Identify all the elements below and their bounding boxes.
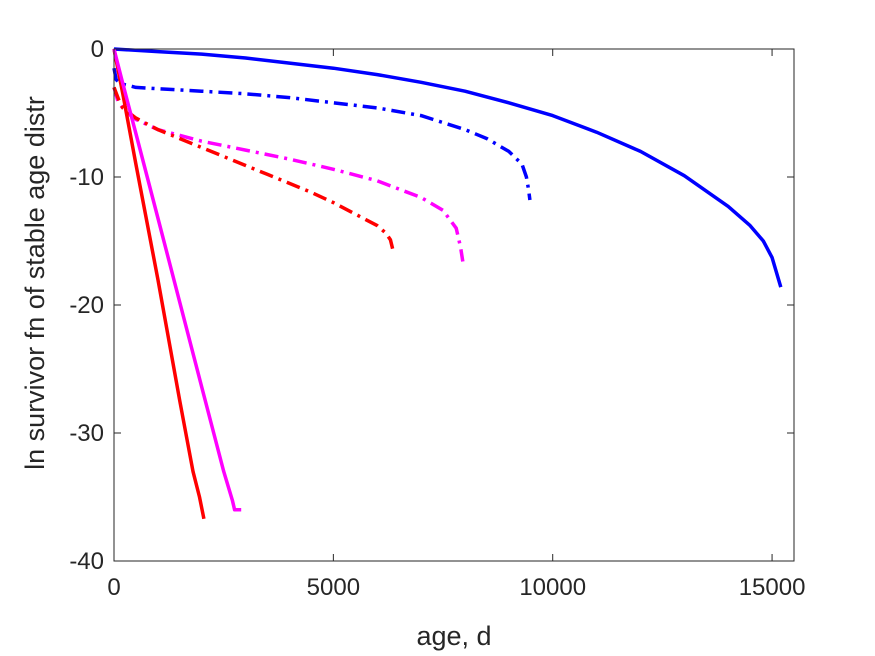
y-tick-label: 0 <box>91 36 104 63</box>
series-line-6 <box>112 48 242 512</box>
plot-background <box>114 49 794 561</box>
x-tick-label: 5000 <box>307 574 360 601</box>
tick-label-layer: 0 5000 10000 15000 0 -10 -20 -30 -40 <box>69 36 805 601</box>
series-line-2 <box>112 67 532 201</box>
x-tick-label: 10000 <box>519 574 586 601</box>
series-line-4 <box>112 86 395 250</box>
series-line-1 <box>113 47 783 288</box>
y-tick-label: -40 <box>69 548 104 575</box>
y-tick-label: -20 <box>69 292 104 319</box>
y-axis-title: ln survivor fn of stable age distr <box>20 96 50 470</box>
x-axis-title: age, d <box>416 621 491 651</box>
y-tick-label: -10 <box>69 164 104 191</box>
ticks-layer <box>113 48 794 562</box>
series-line-5 <box>112 48 206 520</box>
series-layer <box>112 47 783 520</box>
y-tick-label: -30 <box>69 420 104 447</box>
x-tick-label: 15000 <box>739 574 806 601</box>
x-tick-label: 0 <box>107 574 120 601</box>
